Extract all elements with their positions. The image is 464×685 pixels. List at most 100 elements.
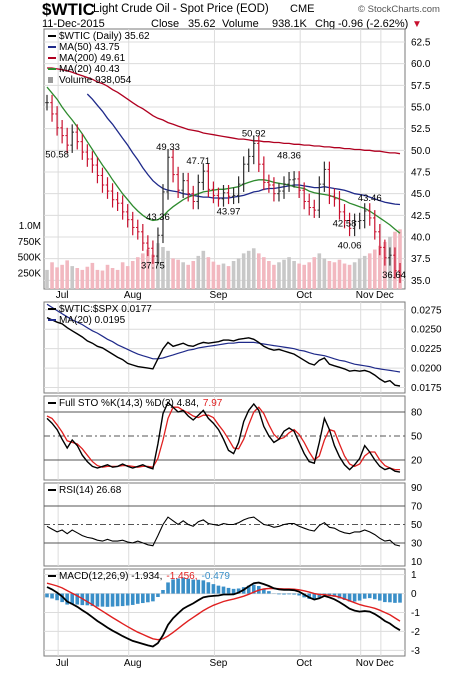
macd-histogram-bar (297, 593, 301, 596)
x-tick-label: Nov (356, 658, 374, 669)
x-tick-label: Sep (210, 290, 228, 301)
volume-bar (367, 253, 372, 289)
close-value: 35.62 (188, 18, 216, 30)
macd-histogram-bar (186, 578, 190, 594)
macd-histogram-bar (130, 593, 135, 605)
y-tick-label: 70 (411, 502, 423, 513)
volume-bar (277, 262, 281, 289)
volume-bar (176, 259, 180, 289)
volume-bar (216, 264, 221, 289)
date-label: 11-Dec-2015 (42, 18, 105, 30)
macd-histogram-bar (231, 588, 236, 594)
ratio-ma20-line (46, 303, 401, 373)
macd-histogram-bar (277, 593, 281, 595)
volume-bar (327, 261, 332, 289)
y-tick-label: 55.0 (411, 103, 431, 114)
volume-bar (211, 261, 216, 289)
legend-entry: MA(50) 43.75 (59, 42, 120, 53)
volume-bar (262, 257, 266, 289)
macd-histogram-bar (221, 586, 226, 594)
macd-histogram-bar (337, 593, 342, 599)
macd-histogram-bar (50, 593, 54, 599)
macd-histogram-bar (307, 593, 312, 599)
macd-histogram-bar (161, 589, 165, 594)
volume-bar (287, 257, 291, 289)
price-annotation: 50.58 (45, 149, 69, 160)
volume-bar (156, 243, 160, 289)
volume-bar (130, 261, 135, 289)
macd-histogram-bar (246, 585, 251, 594)
x-tick-label: Sep (210, 658, 228, 669)
price-annotation: 43.97 (217, 207, 241, 218)
y-tick-label: 50 (411, 432, 423, 443)
volume-bar (90, 262, 95, 289)
y-tick-label: 0.0225 (411, 344, 442, 355)
macd-histogram-bar (105, 593, 110, 607)
y-tick-label: 57.5 (411, 81, 431, 92)
ma50-line (86, 93, 401, 206)
y-tick-label: 35.0 (411, 276, 431, 287)
macd-histogram-bar (201, 580, 206, 594)
macd-histogram-bar (206, 582, 211, 594)
volume-bar (352, 262, 357, 289)
macd-histogram-bar (176, 578, 180, 594)
macd-histogram-bar (60, 593, 64, 603)
volume-bar (125, 266, 130, 289)
macd-histogram-bar (191, 579, 196, 594)
macd-histogram-bar (226, 587, 231, 594)
panel-frame (43, 301, 406, 394)
chg-label: Chg (315, 18, 336, 30)
price-annotation: 37.75 (141, 261, 165, 272)
price-annotation: 47.71 (186, 156, 210, 167)
macd-histogram-bar (236, 588, 241, 594)
legend-entry: Volume 938,054 (59, 75, 132, 86)
volume-bar (307, 262, 312, 289)
y-tick-label: -1 (411, 608, 420, 619)
volume-bar (75, 268, 80, 289)
macd-histogram-bar (181, 577, 185, 594)
close-label: Close (151, 18, 180, 30)
price-annotation: 43.46 (358, 193, 382, 204)
macd-histogram-bar (383, 593, 387, 603)
volume-tick-label: 500K (18, 253, 42, 264)
legend-entry: $WTIC:$SPX 0.0177 (59, 304, 152, 315)
macd-histogram-bar (166, 582, 170, 594)
macd-histogram-bar (342, 593, 347, 601)
legend-entry: $WTIC (Daily) 35.62 (59, 31, 150, 42)
panel-macd: 1 0 -1 -2 -3 MACD(12,26,9) -1.934, -1.456, -0.4… (43, 568, 420, 657)
volume-bar (70, 266, 75, 289)
volume-bar (186, 264, 190, 289)
volume-bar (378, 245, 382, 289)
volume-bar (221, 263, 226, 289)
y-tick-label: 90 (411, 483, 423, 494)
y-tick-label: 0.0175 (411, 383, 442, 394)
legend-entry: RSI(14) 26.68 (59, 485, 122, 496)
volume-bar (347, 264, 352, 289)
volume-bar (267, 261, 271, 289)
macd-histogram-bar (312, 593, 317, 600)
macd-histogram-bar (45, 593, 49, 598)
volume-bar (85, 266, 90, 289)
volume-bar (115, 269, 120, 289)
macd-histogram-bar (347, 593, 352, 602)
y-tick-label: 52.5 (411, 124, 431, 135)
volume-bar (297, 263, 301, 289)
volume-bar (342, 263, 347, 289)
y-tick-label: -2 (411, 627, 420, 638)
volume-bar (236, 258, 241, 289)
macd-histogram-bar (292, 593, 296, 595)
y-tick-label: 0.0275 (411, 305, 442, 316)
legend-entry: -1.456, (166, 571, 197, 582)
macd-histogram-bar (141, 593, 145, 604)
chart-title: Light Crude Oil - Spot Price (EOD) (93, 3, 269, 15)
macd-histogram-bar (115, 593, 120, 607)
y-tick-label: -3 (411, 646, 420, 657)
legend-entry: MA(20) 0.0195 (59, 315, 126, 326)
panel-ratio: 0.0275 0.0250 0.0225 0.0200 0.0175 $WTIC:$SPX… (43, 301, 442, 394)
y-tick-label: 42.5 (411, 211, 431, 222)
rsi-line (46, 516, 401, 547)
volume-bar (151, 254, 155, 289)
macd-histogram-bar (388, 593, 392, 603)
